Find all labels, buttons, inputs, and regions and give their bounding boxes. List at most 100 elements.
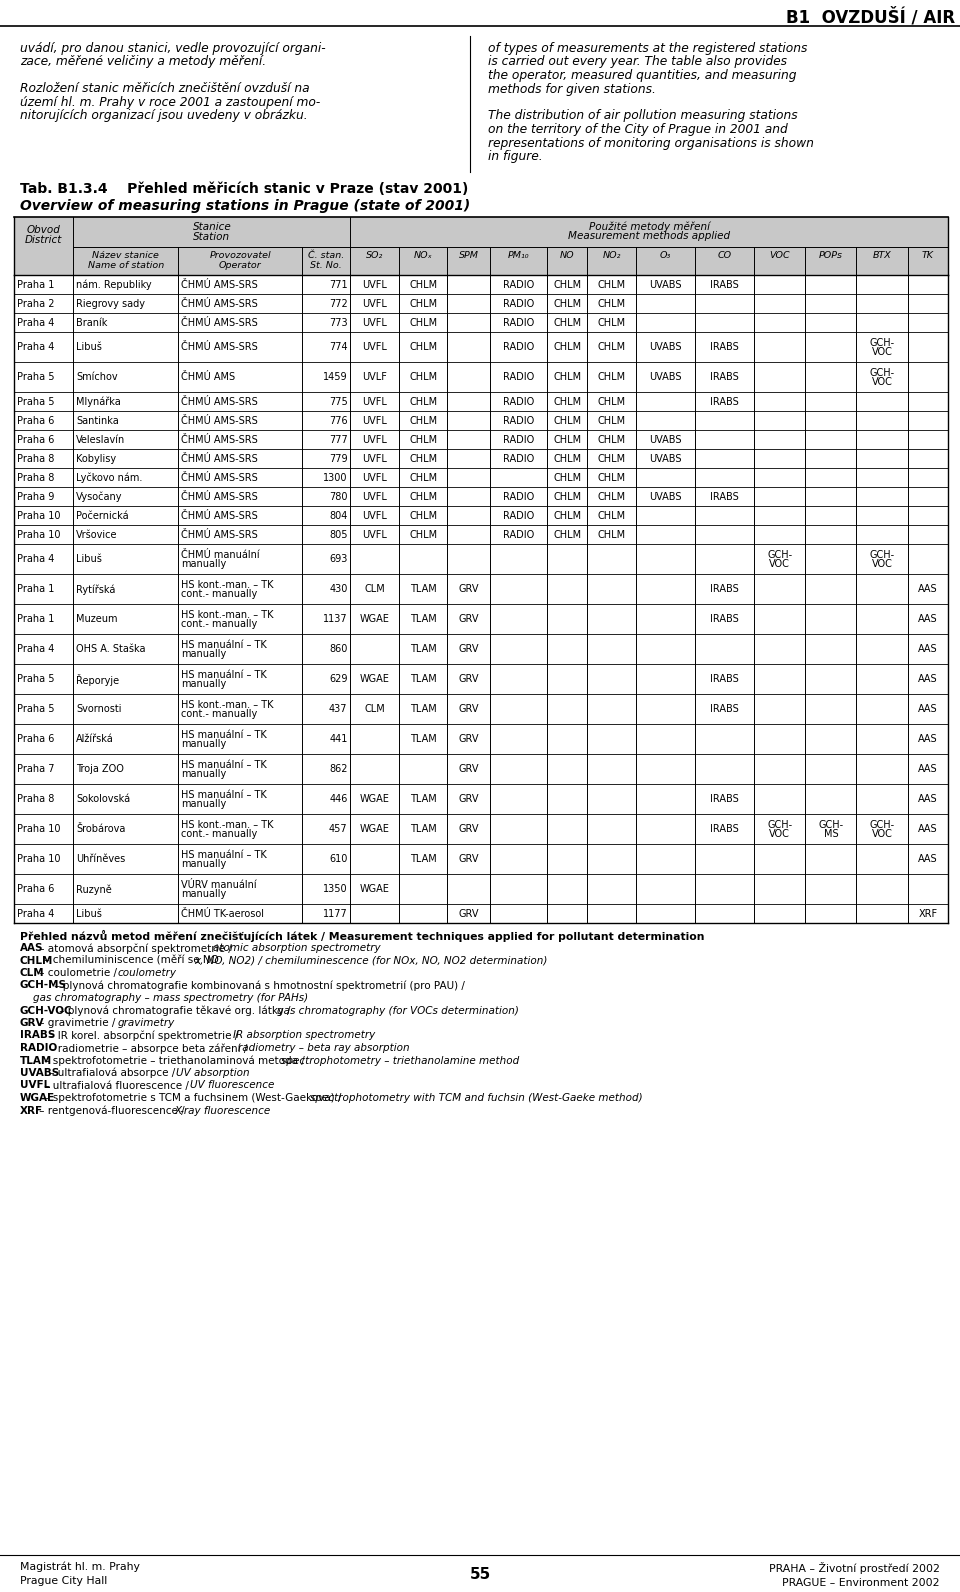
Text: WGAE: WGAE: [360, 794, 390, 804]
Text: Praha 8: Praha 8: [17, 794, 55, 804]
Text: spectrophotometry – triethanolamine method: spectrophotometry – triethanolamine meth…: [280, 1055, 519, 1065]
Text: GCH-: GCH-: [767, 549, 792, 559]
Text: TLAM: TLAM: [410, 675, 437, 685]
Text: POPs: POPs: [819, 252, 843, 259]
Text: GRV: GRV: [459, 764, 479, 774]
Text: VÚRV manuální: VÚRV manuální: [181, 879, 257, 890]
Text: ČHMÚ AMS: ČHMÚ AMS: [181, 373, 235, 382]
Text: GRV: GRV: [459, 584, 479, 594]
Text: PM₁₀: PM₁₀: [508, 252, 529, 259]
Text: WGAE: WGAE: [360, 615, 390, 624]
Text: Name of station: Name of station: [87, 261, 164, 271]
Text: RADIO: RADIO: [503, 416, 535, 425]
Text: RADIO: RADIO: [503, 280, 535, 290]
Text: GRV: GRV: [20, 1017, 44, 1028]
Text: IRABS: IRABS: [710, 675, 739, 685]
Text: the operator, measured quantities, and measuring: the operator, measured quantities, and m…: [488, 68, 797, 83]
Text: HS manuální – TK: HS manuální – TK: [181, 790, 267, 799]
Text: UVFL: UVFL: [362, 299, 387, 309]
Text: Praha 6: Praha 6: [17, 435, 55, 444]
Text: RADIO: RADIO: [503, 299, 535, 309]
Text: NOₓ: NOₓ: [414, 252, 433, 259]
Text: AAS: AAS: [918, 764, 938, 774]
Text: GCH-: GCH-: [818, 820, 844, 829]
Text: gravimetry: gravimetry: [117, 1017, 175, 1028]
Text: Magistrát hl. m. Prahy
Prague City Hall: Magistrát hl. m. Prahy Prague City Hall: [20, 1562, 140, 1587]
Text: nám. Republiky: nám. Republiky: [76, 280, 152, 290]
Text: CHLM: CHLM: [597, 280, 626, 290]
Text: manually: manually: [181, 650, 227, 659]
Text: IRABS: IRABS: [20, 1030, 56, 1041]
Bar: [14, 783, 948, 814]
Text: Praha 4: Praha 4: [17, 554, 55, 564]
Text: UVFL: UVFL: [362, 473, 387, 482]
Text: CHLM: CHLM: [409, 435, 437, 444]
Text: CHLM: CHLM: [597, 530, 626, 540]
Text: 446: 446: [329, 794, 348, 804]
Text: Praha 6: Praha 6: [17, 884, 55, 895]
Text: TLAM: TLAM: [410, 734, 437, 743]
Text: Obvod: Obvod: [27, 224, 60, 236]
Text: Libuš: Libuš: [76, 554, 102, 564]
Text: Praha 8: Praha 8: [17, 473, 55, 482]
Text: HS manuální – TK: HS manuální – TK: [181, 759, 267, 769]
Text: St. No.: St. No.: [310, 261, 342, 271]
Text: UVFL: UVFL: [362, 318, 387, 328]
Text: CHLM: CHLM: [553, 530, 581, 540]
Text: – plynová chromatografie kombinovaná s hmotnostní spektrometrií (pro PAU) /: – plynová chromatografie kombinovaná s h…: [51, 981, 465, 990]
Text: – plynová chromatografie těkavé org. látky /: – plynová chromatografie těkavé org. lát…: [57, 1006, 294, 1016]
Text: CHLM: CHLM: [553, 511, 581, 521]
Text: UVFL: UVFL: [362, 396, 387, 406]
Text: UVABS: UVABS: [20, 1068, 60, 1078]
Text: AAS: AAS: [918, 645, 938, 654]
Text: CHLM: CHLM: [409, 492, 437, 501]
Text: – spektrofotometrie – triethanolaminová metoda /: – spektrofotometrie – triethanolaminová …: [40, 1055, 308, 1067]
Text: CHLM: CHLM: [409, 473, 437, 482]
Text: radiometry – beta ray absorption: radiometry – beta ray absorption: [238, 1043, 410, 1052]
Text: UVFL: UVFL: [362, 492, 387, 501]
Text: CHLM: CHLM: [597, 492, 626, 501]
Text: HS manuální – TK: HS manuální – TK: [181, 850, 267, 860]
Text: Provozovatel: Provozovatel: [209, 252, 271, 259]
Text: Praha 4: Praha 4: [17, 318, 55, 328]
Text: RADIO: RADIO: [503, 435, 535, 444]
Bar: [14, 724, 948, 755]
Text: is carried out every year. The table also provides: is carried out every year. The table als…: [488, 56, 787, 68]
Text: CHLM: CHLM: [597, 416, 626, 425]
Text: – IR korel. absorpční spektrometrie /: – IR korel. absorpční spektrometrie /: [46, 1030, 242, 1041]
Text: cont.- manually: cont.- manually: [181, 708, 257, 720]
Bar: [14, 844, 948, 874]
Text: 779: 779: [329, 454, 348, 463]
Text: ČHMÚ TK-aerosol: ČHMÚ TK-aerosol: [181, 909, 264, 919]
Text: VOC: VOC: [872, 347, 893, 357]
Bar: [14, 694, 948, 724]
Text: IRABS: IRABS: [710, 794, 739, 804]
Text: Libuš: Libuš: [76, 909, 102, 919]
Bar: [14, 275, 948, 295]
Text: 862: 862: [329, 764, 348, 774]
Text: CO: CO: [717, 252, 732, 259]
Text: atomic absorption spectrometry: atomic absorption spectrometry: [213, 942, 381, 954]
Text: CHLM: CHLM: [553, 435, 581, 444]
Text: CLM: CLM: [20, 968, 44, 977]
Text: AAS: AAS: [918, 584, 938, 594]
Bar: [14, 575, 948, 603]
Text: UVFL: UVFL: [20, 1081, 50, 1091]
Text: TLAM: TLAM: [410, 825, 437, 834]
Text: XRF: XRF: [919, 909, 937, 919]
Text: Praha 2: Praha 2: [17, 299, 55, 309]
Text: Praha 5: Praha 5: [17, 396, 55, 406]
Text: OHS A. Staška: OHS A. Staška: [76, 645, 146, 654]
Text: nitorujících organizací jsou uvedeny v obrázku.: nitorujících organizací jsou uvedeny v o…: [20, 110, 307, 123]
Text: Řeporyje: Řeporyje: [76, 675, 119, 686]
Text: Praha 10: Praha 10: [17, 511, 60, 521]
Bar: [14, 487, 948, 506]
Text: Praha 6: Praha 6: [17, 416, 55, 425]
Text: Stanice: Stanice: [192, 221, 231, 232]
Text: Troja ZOO: Troja ZOO: [76, 764, 124, 774]
Text: UVFL: UVFL: [362, 454, 387, 463]
Text: representations of monitoring organisations is shown: representations of monitoring organisati…: [488, 137, 814, 150]
Text: 441: 441: [329, 734, 348, 743]
Text: cont.- manually: cont.- manually: [181, 589, 257, 599]
Text: 771: 771: [329, 280, 348, 290]
